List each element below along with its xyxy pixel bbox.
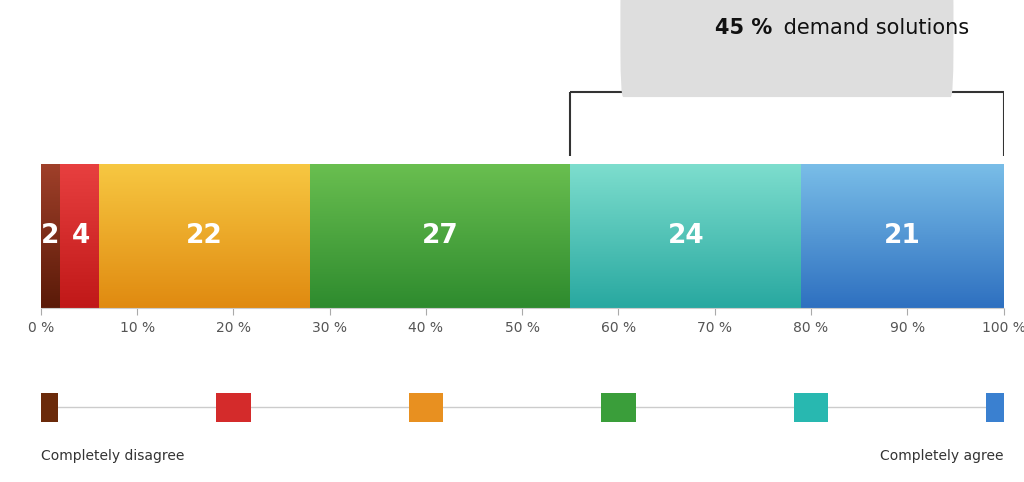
FancyBboxPatch shape — [986, 392, 1021, 422]
Text: Completely disagree: Completely disagree — [41, 449, 184, 463]
Text: Completely agree: Completely agree — [880, 449, 1004, 463]
Text: 27: 27 — [422, 223, 459, 249]
Text: 24: 24 — [668, 223, 705, 249]
FancyBboxPatch shape — [24, 392, 58, 422]
FancyBboxPatch shape — [601, 392, 636, 422]
FancyBboxPatch shape — [794, 392, 828, 422]
Text: demand solutions: demand solutions — [777, 18, 970, 38]
Text: 22: 22 — [186, 223, 223, 249]
Text: 4: 4 — [73, 223, 90, 249]
Text: 2: 2 — [40, 223, 58, 249]
Text: 45 %: 45 % — [715, 18, 772, 38]
FancyBboxPatch shape — [409, 392, 443, 422]
FancyBboxPatch shape — [216, 392, 251, 422]
FancyBboxPatch shape — [621, 0, 953, 97]
Text: 21: 21 — [884, 223, 921, 249]
